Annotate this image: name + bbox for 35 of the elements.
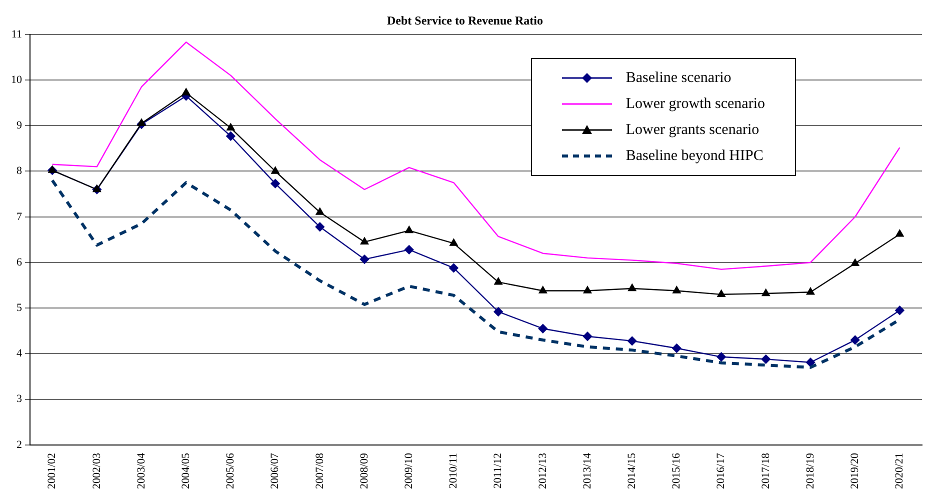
legend-label: Baseline beyond HIPC [626, 148, 764, 164]
y-tick-label: 2 [16, 438, 22, 451]
x-tick-label: 2003/04 [135, 452, 148, 490]
x-tick-label: 2005/06 [224, 452, 237, 490]
x-tick-label: 2018/19 [804, 452, 816, 490]
x-tick-label: 2019/20 [848, 452, 861, 490]
x-tick-label: 2017/18 [760, 452, 772, 490]
x-tick-label: 2008/09 [358, 452, 370, 490]
y-tick-label: 9 [16, 120, 22, 132]
y-tick-label: 3 [16, 393, 22, 406]
legend-label: Baseline scenario [626, 70, 732, 86]
legend-label: Lower grants scenario [626, 122, 760, 138]
x-tick-label: 2011/12 [492, 452, 504, 489]
x-tick-label: 2001/02 [46, 452, 58, 490]
x-tick-label: 2009/10 [402, 452, 415, 490]
x-tick-label: 2002/03 [90, 452, 103, 490]
x-tick-label: 2015/16 [670, 452, 683, 490]
y-tick-label: 5 [16, 302, 22, 314]
x-tick-label: 2014/15 [626, 452, 638, 490]
x-tick-label: 2012/13 [536, 452, 549, 490]
chart-title: Debt Service to Revenue Ratio [387, 13, 543, 28]
x-tick-label: 2020/21 [894, 452, 906, 490]
legend-label: Lower growth scenario [626, 96, 765, 112]
y-tick-label: 4 [16, 348, 22, 360]
x-tick-label: 2007/08 [314, 452, 326, 490]
x-tick-label: 2004/05 [180, 452, 192, 490]
x-tick-label: 2013/14 [581, 452, 594, 490]
x-tick-label: 2016/17 [715, 452, 728, 490]
y-tick-label: 6 [16, 256, 22, 268]
x-tick-label: 2010/11 [448, 452, 460, 489]
x-tick-label: 2006/07 [269, 452, 282, 490]
y-tick-label: 8 [16, 165, 22, 178]
y-tick-label: 7 [16, 210, 22, 223]
y-tick-label: 10 [11, 74, 22, 86]
y-tick-label: 11 [11, 28, 22, 40]
